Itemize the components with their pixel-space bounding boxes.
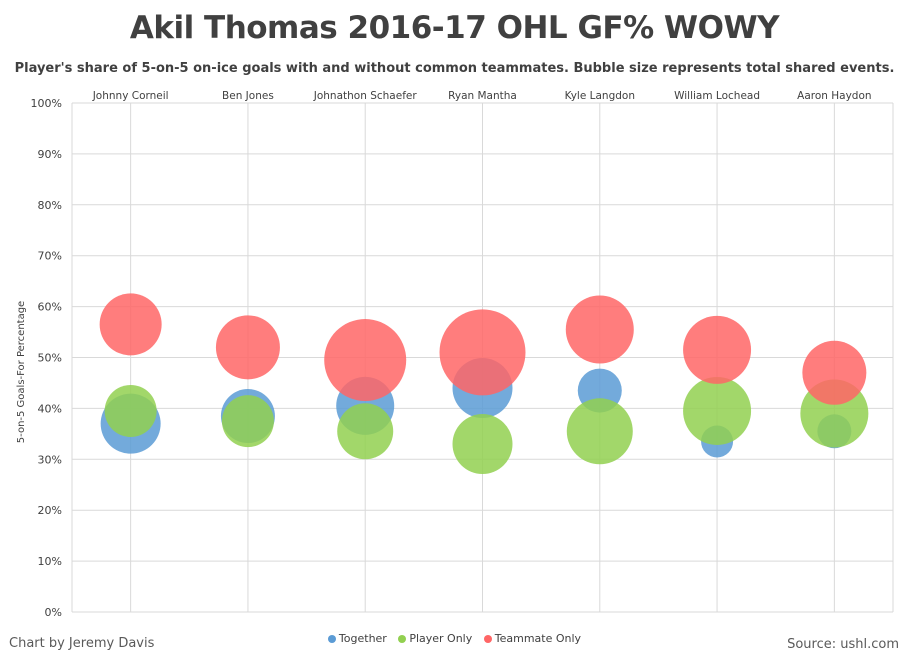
bubble-teammate-only	[324, 319, 407, 402]
bubble-teammate-only	[99, 293, 162, 356]
bubble-teammate-only	[439, 309, 526, 396]
category-label: Ryan Mantha	[448, 90, 517, 102]
y-tick-label: 60%	[38, 301, 62, 314]
category-label: Aaron Haydon	[797, 90, 871, 102]
y-tick-label: 10%	[38, 555, 62, 568]
category-label: Ben Jones	[222, 90, 274, 102]
bubble-teammate-only	[565, 295, 634, 364]
chart-subtitle: Player's share of 5-on-5 on-ice goals wi…	[14, 61, 895, 76]
y-tick-label: 20%	[38, 504, 62, 517]
y-axis-ticks: 0% 10% 20% 30% 40% 50% 60% 70% 80% 90% 100%	[31, 97, 62, 619]
chart-credit: Chart by Jeremy Davis	[9, 636, 155, 651]
legend-item-together: Together	[327, 632, 387, 645]
legend-dot-player-only	[398, 635, 407, 643]
chart-title: Akil Thomas 2016-17 OHL GF% WOWY	[129, 10, 780, 46]
legend: Together Player Only Teammate Only	[0, 632, 909, 645]
y-tick-label: 40%	[38, 402, 62, 415]
bubble-player-only	[566, 398, 633, 465]
y-tick-label: 90%	[38, 148, 62, 161]
category-label: Johnny Corneil	[92, 90, 169, 102]
legend-dot-together	[327, 635, 336, 643]
x-axis-categories: Johnny Corneil Ben Jones Johnathon Schaefe…	[92, 90, 872, 102]
bubble-player-only	[104, 384, 157, 437]
legend-label-player-only: Player Only	[409, 632, 473, 645]
y-tick-label: 0%	[45, 606, 62, 619]
legend-label-teammate-only: Teammate Only	[494, 632, 582, 645]
category-label: Johnathon Schaefer	[313, 90, 418, 102]
category-label: Kyle Langdon	[565, 90, 635, 102]
y-tick-label: 30%	[38, 453, 62, 466]
bubble-teammate-only	[215, 315, 280, 380]
legend-dot-teammate-only	[483, 635, 492, 643]
bubble-player-only	[683, 376, 752, 445]
bubble-teammate-only	[802, 340, 867, 405]
bubble-player-only	[221, 395, 274, 448]
category-label: William Lochead	[674, 90, 760, 102]
bubble-marks	[99, 293, 869, 475]
legend-label-together: Together	[338, 632, 387, 645]
chart-source: Source: ushl.com	[787, 637, 899, 652]
bubble-player-only	[337, 403, 394, 460]
bubble-player-only	[452, 414, 513, 475]
bubble-teammate-only	[683, 315, 752, 384]
y-tick-label: 70%	[38, 250, 62, 263]
y-tick-label: 50%	[38, 352, 62, 365]
legend-item-player-only: Player Only	[398, 632, 472, 645]
y-tick-label: 100%	[31, 97, 62, 110]
y-axis-label: 5-on-5 Goals-For Percentage	[16, 301, 27, 443]
y-tick-label: 80%	[38, 199, 62, 212]
legend-item-teammate-only: Teammate Only	[483, 632, 582, 645]
